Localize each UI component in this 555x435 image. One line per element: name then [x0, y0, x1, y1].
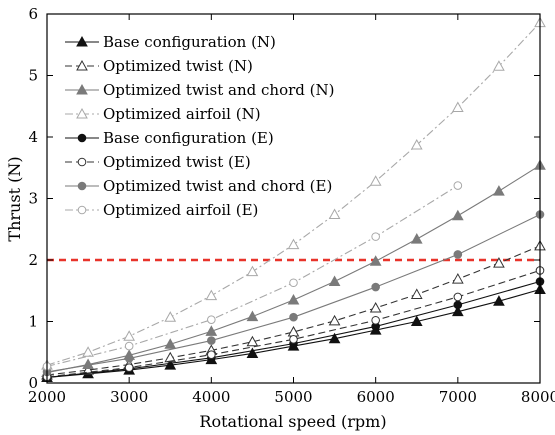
data-point — [246, 347, 259, 358]
legend-label: Optimized airfoil (N) — [103, 105, 261, 123]
axis-ticks: 2000 3000 4000 5000 6000 7000 8000 0 1 2 3 4 5 6 — [28, 5, 555, 406]
data-point — [493, 295, 505, 306]
data-point — [410, 138, 423, 150]
data-point — [164, 338, 177, 349]
data-point — [451, 209, 464, 221]
data-point — [453, 292, 463, 302]
data-point — [328, 208, 341, 219]
legend-marker — [76, 107, 88, 119]
legend-entry: Base configuration (E) — [65, 129, 274, 147]
x-tick-label: 5000 — [274, 388, 312, 406]
data-point — [289, 278, 298, 288]
series-line — [46, 245, 541, 376]
data-point — [451, 273, 464, 284]
data-point — [369, 175, 382, 186]
legend-entry: Optimized airfoil (N) — [65, 105, 261, 123]
x-tick-label: 8000 — [521, 388, 555, 406]
data-point — [82, 346, 94, 357]
legend-label: Optimized twist (N) — [103, 57, 253, 75]
data-point — [493, 60, 505, 71]
data-point — [328, 332, 341, 344]
data-point — [124, 341, 134, 351]
y-tick-label: 2 — [28, 251, 38, 269]
data-point — [451, 101, 464, 112]
plot-frame — [46, 13, 541, 384]
x-tick-label: 3000 — [110, 388, 148, 406]
legend-label: Optimized twist and chord (N) — [103, 81, 335, 99]
data-point — [453, 300, 463, 310]
data-point — [164, 359, 177, 370]
data-point — [410, 315, 423, 326]
data-point — [410, 233, 423, 244]
legend-entry: Optimized twist and chord (N) — [65, 81, 335, 99]
data-point — [287, 293, 300, 305]
data-point — [207, 350, 216, 360]
data-point — [124, 354, 134, 363]
legend-entry: Base configuration (N) — [65, 33, 276, 51]
x-axis-label: Rotational speed (rpm) — [199, 412, 386, 431]
data-point — [246, 335, 259, 347]
x-tick-label: 2000 — [28, 388, 66, 406]
data-point — [82, 364, 94, 375]
data-point — [205, 289, 218, 301]
data-point — [493, 257, 505, 268]
data-point — [451, 305, 464, 317]
data-point — [124, 363, 134, 372]
legend-marker — [76, 83, 88, 95]
legend-entry: Optimized twist and chord (E) — [65, 177, 332, 195]
data-point — [371, 232, 380, 241]
data-point — [164, 351, 177, 363]
legend: Base configuration (N) Optimized twist (N… — [65, 33, 335, 219]
y-axis-label: Thrust (N) — [5, 156, 24, 241]
y-tick-label: 5 — [28, 67, 38, 85]
data-point — [82, 358, 94, 370]
legend-marker — [77, 181, 87, 191]
data-point — [289, 335, 298, 344]
series-line — [46, 185, 459, 367]
legend-marker — [76, 59, 88, 71]
data-point — [369, 301, 382, 313]
data-point — [371, 315, 380, 325]
data-point — [246, 310, 259, 322]
x-tick-label: 6000 — [357, 388, 395, 406]
data-point — [371, 282, 380, 292]
data-point — [493, 185, 505, 196]
data-point — [453, 181, 463, 190]
legend-marker — [77, 157, 87, 167]
data-point — [246, 265, 259, 277]
legend-marker — [77, 133, 87, 143]
plot-area — [41, 16, 546, 382]
data-point — [164, 311, 177, 322]
data-point — [328, 275, 341, 287]
y-tick-label: 0 — [28, 374, 38, 392]
legend-marker — [76, 35, 88, 47]
legend-entry: Optimized airfoil (E) — [65, 201, 258, 219]
data-point — [369, 255, 382, 266]
y-tick-label: 6 — [28, 5, 38, 23]
legend-label: Base configuration (E) — [103, 129, 274, 147]
legend-entry: Optimized twist (E) — [65, 153, 251, 171]
legend-entry: Optimized twist (N) — [65, 57, 253, 75]
data-point — [328, 314, 341, 326]
y-tick-label: 1 — [28, 313, 38, 331]
x-tick-label: 4000 — [192, 388, 230, 406]
legend-label: Optimized airfoil (E) — [103, 201, 258, 219]
data-point — [207, 336, 216, 345]
data-point — [123, 330, 136, 341]
legend-label: Optimized twist and chord (E) — [103, 177, 332, 195]
data-point — [410, 288, 423, 299]
data-point — [205, 325, 218, 336]
legend-label: Base configuration (N) — [103, 33, 276, 51]
data-point — [289, 312, 298, 322]
legend-marker — [77, 205, 87, 215]
y-tick-label: 4 — [28, 128, 38, 146]
data-point — [207, 315, 216, 324]
x-tick-label: 7000 — [439, 388, 477, 406]
data-point — [287, 238, 300, 250]
legend-label: Optimized twist (E) — [103, 153, 251, 171]
data-point — [453, 250, 463, 259]
y-tick-label: 3 — [28, 190, 38, 208]
